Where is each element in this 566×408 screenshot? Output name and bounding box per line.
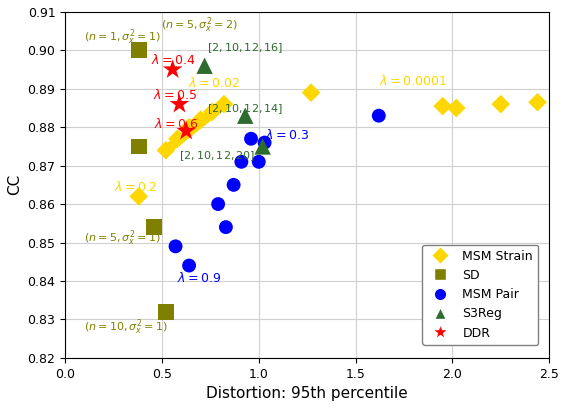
S3Reg (241, 113, 250, 119)
X-axis label: Distortion: 95th percentile: Distortion: 95th percentile (206, 386, 408, 401)
Text: $(n = 5, \sigma_x^2 = 2)$: $(n = 5, \sigma_x^2 = 2)$ (161, 16, 238, 35)
Text: $\lambda = 0.9$: $\lambda = 0.9$ (177, 271, 221, 285)
Legend: MSM Strain, SD, MSM Pair, S3Reg, DDR: MSM Strain, SD, MSM Pair, S3Reg, DDR (422, 245, 538, 345)
MSM Strain (307, 89, 316, 96)
MSM Pair (374, 113, 383, 119)
MSM Strain (533, 99, 542, 106)
S3Reg (258, 143, 267, 150)
DDR (168, 67, 177, 73)
MSM Strain (196, 116, 205, 123)
MSM Pair (247, 135, 256, 142)
MSM Pair (229, 182, 238, 188)
MSM Pair (221, 224, 230, 231)
MSM Pair (254, 159, 263, 165)
MSM Pair (237, 159, 246, 165)
Text: $\lambda = 0.02$: $\lambda = 0.02$ (188, 76, 240, 90)
SD (161, 308, 170, 315)
Text: $\lambda = 0.6$: $\lambda = 0.6$ (154, 117, 198, 131)
Text: $(n = 1, \sigma_x^2 = 1)$: $(n = 1, \sigma_x^2 = 1)$ (84, 27, 161, 47)
SD (134, 143, 143, 150)
DDR (182, 128, 191, 134)
Text: $[2,10,12,20]$: $[2,10,12,20]$ (179, 149, 256, 163)
Text: $(n = 10, \sigma_x^2 = 1)$: $(n = 10, \sigma_x^2 = 1)$ (84, 317, 168, 337)
MSM Strain (161, 147, 170, 153)
MSM Pair (260, 139, 269, 146)
S3Reg (200, 62, 209, 69)
Text: $\lambda = 0.3$: $\lambda = 0.3$ (264, 128, 308, 142)
Text: $[2,10,12,14]$: $[2,10,12,14]$ (208, 102, 284, 116)
MSM Pair (185, 262, 194, 269)
DDR (175, 101, 184, 107)
MSM Pair (171, 243, 180, 250)
Text: $(n = 5, \sigma_x^2 = 1)$: $(n = 5, \sigma_x^2 = 1)$ (84, 229, 161, 248)
Text: $[2,10,12,16]$: $[2,10,12,16]$ (208, 42, 284, 55)
Y-axis label: CC: CC (7, 174, 22, 195)
MSM Strain (452, 105, 461, 111)
MSM Strain (220, 101, 229, 107)
Text: $\lambda = 0.5$: $\lambda = 0.5$ (153, 88, 198, 102)
Text: $\lambda = 0.0001$: $\lambda = 0.0001$ (379, 74, 447, 88)
MSM Strain (134, 193, 143, 200)
MSM Strain (438, 103, 447, 109)
MSM Pair (213, 201, 222, 207)
Text: $\lambda = 0.4$: $\lambda = 0.4$ (151, 53, 196, 67)
MSM Strain (496, 101, 505, 107)
MSM Strain (173, 135, 182, 142)
SD (134, 47, 143, 53)
SD (150, 224, 159, 231)
Text: $\lambda = 0.2$: $\lambda = 0.2$ (114, 180, 157, 194)
MSM Strain (208, 109, 217, 115)
MSM Strain (185, 124, 194, 131)
